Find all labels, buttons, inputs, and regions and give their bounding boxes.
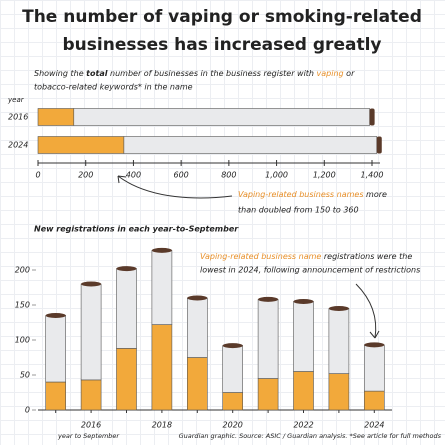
- ash-tip: [151, 247, 172, 253]
- ash-tip: [222, 343, 243, 349]
- bar-segment: [37, 136, 125, 154]
- bar-segment: [293, 301, 314, 372]
- subtitle-part: Showing the: [34, 69, 86, 78]
- bar-segment: [80, 283, 102, 381]
- x-tick-label: 2024: [364, 421, 384, 430]
- bar-segment: [328, 308, 350, 374]
- bar-segment: [151, 250, 173, 325]
- bar-segment: [45, 381, 67, 411]
- bar-segment: [293, 371, 314, 411]
- arrow-head: [369, 330, 380, 339]
- y-tick-label: 150: [15, 301, 30, 310]
- ash-tip: [376, 136, 382, 154]
- x-tick-label: 800: [221, 171, 236, 180]
- x-tick-label: 2022: [293, 421, 313, 430]
- subtitle: tobacco-related keywords* in the name: [34, 83, 193, 92]
- x-tick-label: 0: [35, 171, 40, 180]
- bar-segment: [37, 108, 75, 126]
- annotation: than doubled from 150 to 360: [238, 206, 359, 215]
- arrow-head: [117, 175, 127, 184]
- ash-tip: [258, 296, 279, 302]
- y-tick-label: 2024: [8, 141, 28, 150]
- bar-segment: [187, 357, 208, 411]
- annotation-part: Vaping-related business names: [238, 190, 363, 199]
- ash-tip: [45, 313, 66, 318]
- bar-segment: [45, 315, 67, 383]
- footer: Guardian graphic. Source: ASIC / Guardia…: [179, 432, 442, 440]
- x-tick-label: 400: [126, 171, 141, 180]
- subtitle-part: total: [86, 69, 108, 78]
- chart-title: New registrations in each year-to-Septem…: [34, 225, 239, 234]
- x-tick-label: 2020: [223, 421, 243, 430]
- annotation-part: Vaping-related business name: [200, 252, 321, 261]
- ash-tip: [81, 281, 102, 287]
- ash-tip: [369, 108, 375, 126]
- bar-segment: [222, 345, 243, 393]
- annotation-part: more: [363, 190, 387, 199]
- x-tick-label: 1,400: [361, 171, 384, 180]
- y-tick-label: 2016: [8, 113, 28, 122]
- bar-segment: [116, 348, 137, 411]
- bar-segment: [151, 324, 173, 411]
- bar-segment: [363, 344, 385, 392]
- annotation: Vaping-related business names more: [238, 190, 387, 199]
- x-tick-label: 600: [174, 171, 189, 180]
- bar-segment: [222, 392, 243, 411]
- ash-tip: [187, 295, 208, 301]
- bar-segment: [73, 108, 370, 126]
- x-tick-label: 2016: [81, 421, 101, 430]
- subtitle-part: vaping: [317, 69, 344, 78]
- subtitle-part: number of businesses in the business reg…: [107, 69, 316, 78]
- y-tick-label: 50: [20, 371, 30, 380]
- arrow: [117, 175, 233, 199]
- ash-tip: [364, 342, 385, 348]
- annotation: Vaping-related business name registratio…: [200, 252, 412, 261]
- bar-segment: [363, 390, 385, 411]
- axis-label: year: [7, 96, 25, 104]
- bar-segment: [123, 136, 378, 154]
- bar-segment: [257, 299, 279, 379]
- title-line: The number of vaping or smoking-related: [22, 7, 422, 27]
- axis-note: year to September: [57, 432, 120, 440]
- bar-segment: [80, 379, 102, 411]
- arrow: [355, 283, 377, 339]
- subtitle-part: or: [344, 69, 355, 78]
- bar-segment: [257, 378, 279, 411]
- y-tick-label: 200: [15, 266, 30, 275]
- y-tick-label: 100: [15, 336, 30, 345]
- bar-segment: [328, 373, 350, 411]
- annotation: lowest in 2024, following announcement o…: [200, 266, 420, 275]
- x-tick-label: 1,200: [313, 171, 336, 180]
- subtitle: Showing the total number of businesses i…: [34, 69, 355, 78]
- annotation-part: registrations were the: [321, 252, 412, 261]
- x-tick-label: 1,000: [265, 171, 288, 180]
- bar-segment: [187, 297, 208, 358]
- x-tick-label: 200: [78, 171, 93, 180]
- ash-tip: [328, 306, 349, 311]
- ash-tip: [293, 299, 314, 304]
- bar-segment: [116, 268, 137, 349]
- y-tick-label: 0: [25, 406, 30, 415]
- title-line: businesses has increased greatly: [63, 35, 382, 55]
- ash-tip: [116, 266, 137, 272]
- x-tick-label: 2018: [152, 421, 172, 430]
